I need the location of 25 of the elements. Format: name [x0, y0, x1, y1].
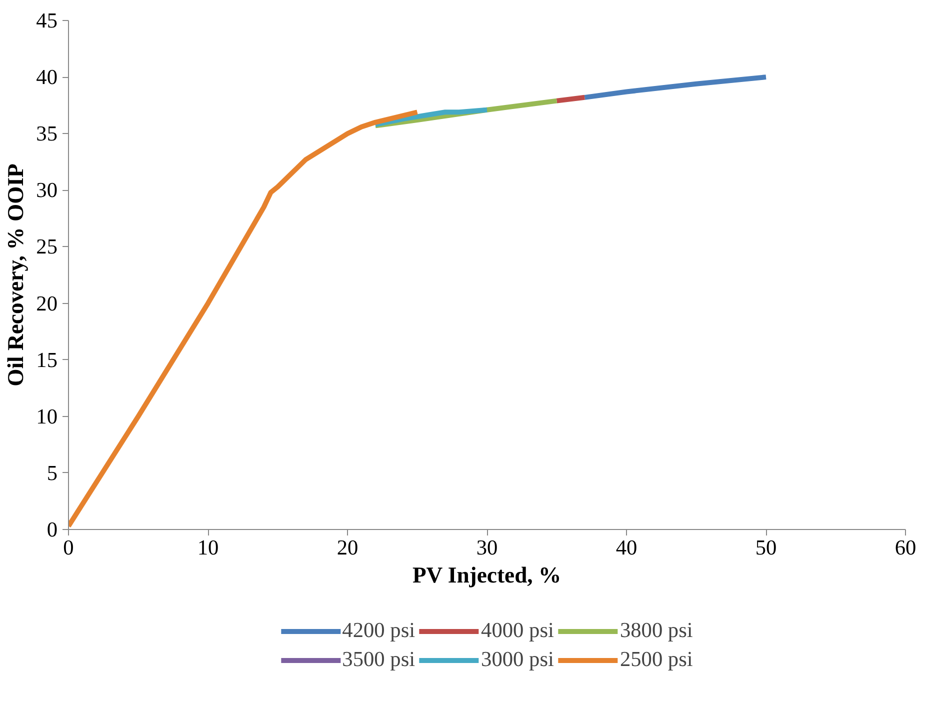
- x-tick-label: 10: [197, 536, 219, 560]
- legend-label: 3500 psi: [342, 647, 416, 672]
- y-tick-label: 20: [36, 291, 58, 316]
- y-tick-label: 5: [46, 460, 58, 485]
- legend-label: 4200 psi: [342, 618, 416, 643]
- x-tick-label: 0: [63, 536, 74, 560]
- y-tick-label: 45: [36, 8, 58, 32]
- x-tick-label: 60: [894, 536, 916, 560]
- legend-label: 2500 psi: [620, 647, 693, 672]
- y-tick-label: 40: [36, 65, 58, 90]
- y-tick-label: 0: [46, 518, 58, 542]
- y-tick-label: 35: [36, 122, 58, 146]
- y-tick-label: 15: [36, 348, 58, 372]
- x-tick-label: 20: [336, 536, 358, 560]
- legend-label: 3800 psi: [620, 618, 693, 643]
- x-axis-title: PV Injected, %: [412, 562, 562, 588]
- y-tick-label: 30: [36, 178, 58, 202]
- y-tick-label: 25: [36, 234, 58, 259]
- x-tick-label: 30: [476, 536, 498, 560]
- legend-label: 4000 psi: [481, 618, 554, 643]
- y-axis-title: Oil Recovery, % OOIP: [3, 163, 28, 386]
- y-tick-label: 10: [36, 404, 58, 428]
- x-tick-label: 40: [616, 536, 638, 560]
- legend-label: 3000 psi: [481, 647, 554, 672]
- x-tick-label: 50: [755, 536, 777, 560]
